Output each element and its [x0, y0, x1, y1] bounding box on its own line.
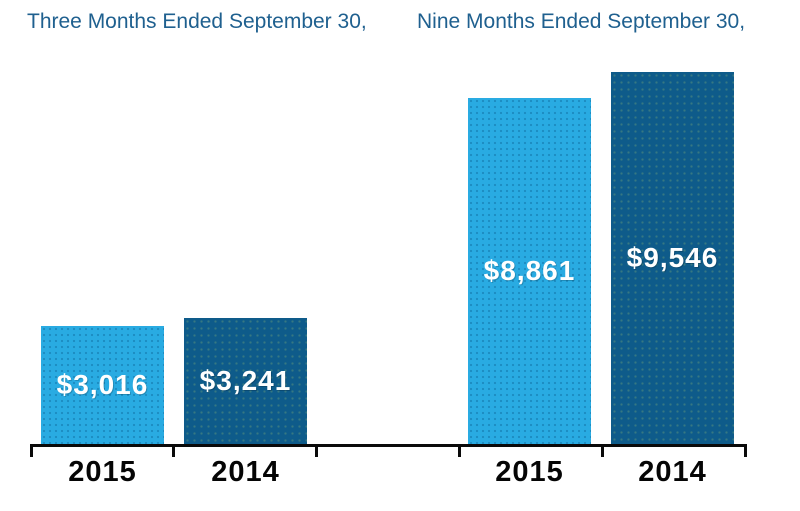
bar-three-months-2015: $3,016	[41, 326, 164, 444]
year-label-nine-months-2015: 2015	[495, 456, 564, 488]
x-axis-line	[30, 444, 747, 447]
x-axis-tick-3	[315, 444, 318, 457]
group-title-three-months: Three Months Ended September 30,	[27, 10, 367, 33]
group-title-nine-months: Nine Months Ended September 30,	[417, 10, 746, 33]
year-label-three-months-2015: 2015	[68, 456, 137, 488]
bar-value-label-nine-months-2014: $9,546	[626, 242, 719, 273]
x-axis-tick-5	[601, 444, 604, 457]
x-axis-tick-2	[172, 444, 175, 457]
x-axis-tick-1	[30, 444, 33, 457]
bar-value-label-three-months-2014: $3,241	[199, 365, 292, 396]
bar-nine-months-2014: $9,546	[611, 72, 734, 444]
x-axis-tick-4	[458, 444, 461, 457]
bar-value-label-nine-months-2015: $8,861	[483, 255, 576, 286]
bar-value-label-three-months-2015: $3,016	[56, 369, 149, 400]
bar-nine-months-2015: $8,861	[468, 98, 591, 444]
bar-three-months-2014: $3,241	[184, 318, 307, 444]
x-axis-tick-6	[744, 444, 747, 457]
year-label-three-months-2014: 2014	[211, 456, 280, 488]
year-label-nine-months-2014: 2014	[638, 456, 707, 488]
